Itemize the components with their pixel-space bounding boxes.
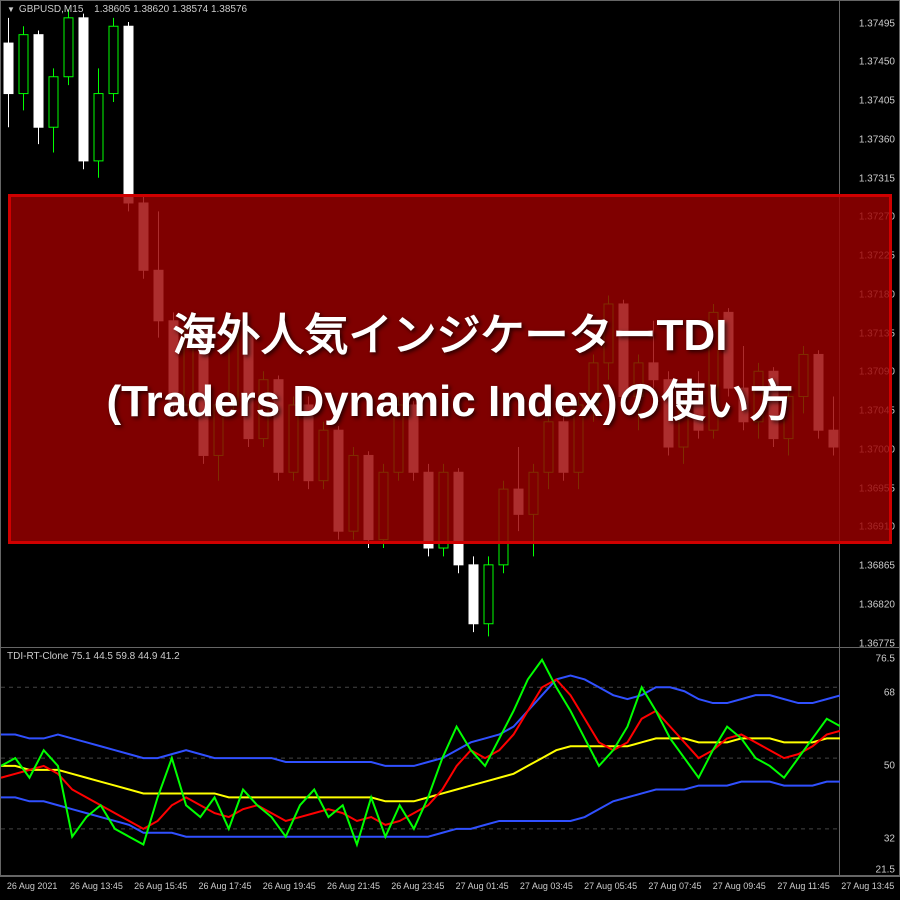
price-tick: 1.36820 (859, 600, 895, 611)
indicator-tick: 32 (884, 833, 895, 844)
tdi-svg (1, 648, 841, 876)
time-label: 27 Aug 13:45 (836, 877, 900, 900)
price-tick: 1.36865 (859, 561, 895, 572)
time-label: 26 Aug 13:45 (64, 877, 128, 900)
indicator-y-axis: 76.5 68 50 32 21.5 (840, 648, 900, 876)
time-label: 26 Aug 21:45 (321, 877, 385, 900)
time-label: 27 Aug 07:45 (643, 877, 707, 900)
indicator-tick: 21.5 (876, 865, 895, 876)
symbol-timeframe: GBPUSD,M15 (19, 4, 83, 15)
price-tick: 1.37315 (859, 173, 895, 184)
indicator-tick: 76.5 (876, 654, 895, 665)
chart-header: ▼ GBPUSD,M15 1.38605 1.38620 1.38574 1.3… (7, 4, 247, 15)
dropdown-icon[interactable]: ▼ (7, 5, 15, 14)
indicator-values: TDI-RT-Clone 75.1 44.5 59.8 44.9 41.2 (7, 651, 180, 662)
time-label: 26 Aug 15:45 (129, 877, 193, 900)
indicator-tick: 68 (884, 688, 895, 699)
time-label: 27 Aug 05:45 (579, 877, 643, 900)
indicator-header: TDI-RT-Clone 75.1 44.5 59.8 44.9 41.2 (7, 651, 180, 662)
indicator-tick: 50 (884, 761, 895, 772)
price-tick: 1.37495 (859, 18, 895, 29)
time-label: 26 Aug 17:45 (193, 877, 257, 900)
time-label: 27 Aug 03:45 (514, 877, 578, 900)
price-tick: 1.37360 (859, 134, 895, 145)
time-label: 27 Aug 09:45 (707, 877, 771, 900)
trading-chart-container: ▼ GBPUSD,M15 1.38605 1.38620 1.38574 1.3… (0, 0, 900, 900)
time-label: 26 Aug 2021 (0, 877, 64, 900)
time-x-axis: 26 Aug 202126 Aug 13:4526 Aug 15:4526 Au… (0, 876, 900, 900)
title-overlay-banner: 海外人気インジケーターTDI (Traders Dynamic Index)の使… (8, 194, 892, 544)
time-label: 27 Aug 11:45 (771, 877, 835, 900)
time-label: 27 Aug 01:45 (450, 877, 514, 900)
ohlc-values: 1.38605 1.38620 1.38574 1.38576 (94, 4, 247, 15)
price-tick: 1.37450 (859, 57, 895, 68)
tdi-indicator-panel[interactable]: TDI-RT-Clone 75.1 44.5 59.8 44.9 41.2 (0, 648, 840, 876)
overlay-title: 海外人気インジケーターTDI (Traders Dynamic Index)の使… (106, 303, 793, 435)
price-tick: 1.37405 (859, 96, 895, 107)
time-label: 26 Aug 19:45 (257, 877, 321, 900)
time-label: 26 Aug 23:45 (386, 877, 450, 900)
